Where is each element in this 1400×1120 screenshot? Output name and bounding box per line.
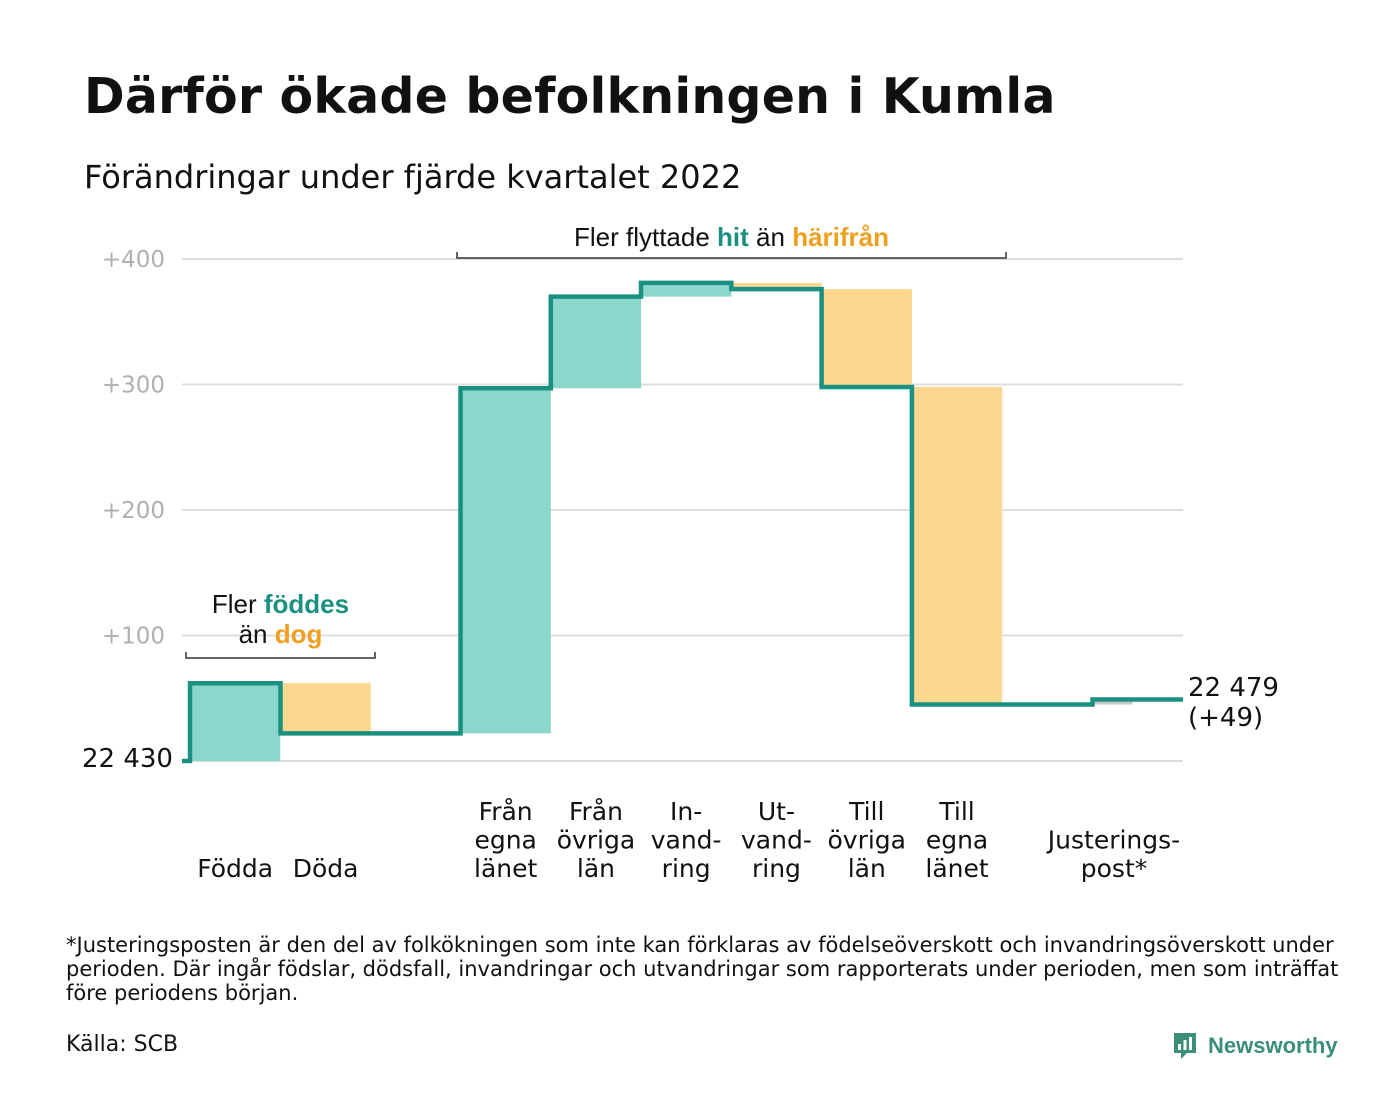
y-tick-label: +300: [102, 373, 165, 399]
annotation-text-part: härifrån: [792, 222, 889, 252]
annotation-migration-text: Fler flyttade hit än härifrån: [574, 222, 889, 252]
waterfall-bar: [190, 683, 281, 761]
annotation-births-text: än dog: [239, 619, 323, 649]
annotation-text-part: än: [239, 619, 275, 649]
waterfall-chart: +100 +200 +300 +400 22 430 22 479(+49) Födda Dö…: [82, 222, 1279, 883]
category-label: Till: [848, 797, 884, 826]
annotation-text-part: hit: [717, 222, 749, 252]
annotation-text-part: Fler: [212, 589, 264, 619]
annotation-text-part: Fler flyttade: [574, 222, 717, 252]
category-label: Till: [938, 797, 974, 826]
waterfall-bar: [731, 282, 822, 290]
category-label: övriga: [827, 826, 906, 855]
category-label: Döda: [293, 854, 359, 883]
category-label: länet: [474, 854, 537, 883]
waterfall-bar: [280, 683, 371, 734]
category-label: vand-: [651, 826, 722, 855]
annotation-migration-bracket: [456, 252, 1007, 259]
end-value-label: 22 479: [1188, 673, 1279, 703]
category-label: ring: [662, 854, 711, 883]
category-label: länet: [925, 854, 988, 883]
category-label: övriga: [557, 826, 636, 855]
brand-name: Newsworthy: [1208, 1033, 1338, 1058]
category-label: Ut-: [758, 797, 795, 826]
category-label: Från: [569, 797, 623, 826]
annotation-births-text: Fler föddes: [212, 589, 349, 619]
category-label: vand-: [741, 826, 812, 855]
footnote: *Justeringsposten är den del av folkökni…: [66, 933, 1339, 1005]
brand-logo: Newsworthy: [1172, 1029, 1338, 1063]
chart-title: Därför ökade befolkningen i Kumla: [84, 68, 1056, 125]
category-label: Födda: [197, 854, 273, 883]
annotation-text-part: föddes: [264, 589, 349, 619]
newsworthy-logo-icon: [1174, 1033, 1196, 1059]
category-label: post*: [1081, 854, 1148, 883]
waterfall-bar: [550, 296, 642, 389]
category-label: Justerings-: [1046, 826, 1180, 855]
waterfall-bar: [1092, 699, 1133, 705]
y-tick-label: +200: [102, 498, 165, 524]
waterfall-bar: [911, 387, 1003, 705]
waterfall-bar: [641, 282, 732, 297]
annotation-births-bracket: [185, 652, 376, 659]
end-change-label: (+49): [1188, 703, 1263, 733]
waterfall-bar: [821, 289, 912, 388]
category-label: egna: [474, 826, 536, 855]
annotation-text-part: dog: [275, 619, 323, 649]
annotation-text-part: än: [749, 222, 792, 252]
category-label: In-: [670, 797, 702, 826]
y-tick-label: +400: [102, 247, 165, 273]
cumulative-step-line: [182, 280, 1183, 764]
start-value-label: 22 430: [82, 744, 173, 774]
category-label: Från: [479, 797, 533, 826]
category-label: län: [848, 854, 886, 883]
category-label: ring: [752, 854, 801, 883]
category-label: egna: [926, 826, 988, 855]
source-label: Källa: SCB: [66, 1032, 179, 1057]
chart-subtitle: Förändringar under fjärde kvartalet 2022: [84, 158, 742, 196]
waterfall-bar: [460, 388, 551, 734]
y-tick-label: +100: [102, 624, 165, 650]
category-label: län: [577, 854, 615, 883]
